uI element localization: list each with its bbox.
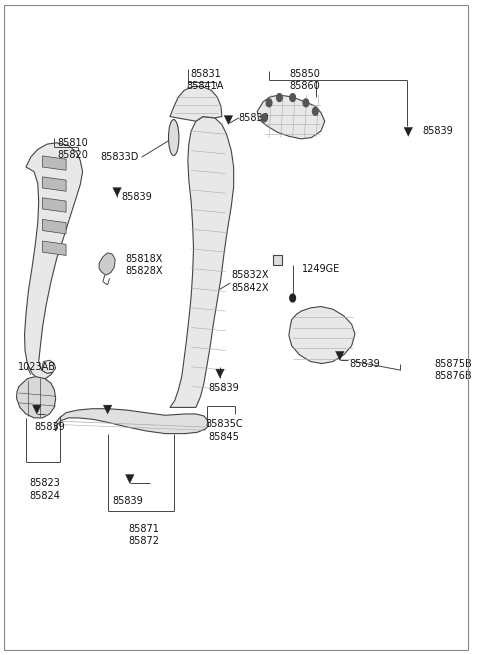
Text: 85839: 85839 xyxy=(349,358,380,369)
Polygon shape xyxy=(170,117,234,407)
Polygon shape xyxy=(16,377,56,418)
Polygon shape xyxy=(126,474,134,483)
Text: 85839: 85839 xyxy=(209,383,240,393)
Text: 1249GE: 1249GE xyxy=(302,263,340,274)
Text: 85839: 85839 xyxy=(122,191,153,202)
Text: 85850
85860: 85850 85860 xyxy=(289,69,320,91)
Ellipse shape xyxy=(168,119,179,155)
Circle shape xyxy=(266,99,272,107)
Circle shape xyxy=(262,114,267,122)
Circle shape xyxy=(312,107,318,115)
Circle shape xyxy=(303,99,309,107)
Polygon shape xyxy=(170,86,222,121)
Polygon shape xyxy=(273,255,282,265)
Polygon shape xyxy=(103,405,112,414)
Polygon shape xyxy=(113,188,121,196)
Text: 85832X
85842X: 85832X 85842X xyxy=(231,271,269,293)
Circle shape xyxy=(290,294,296,302)
Polygon shape xyxy=(257,95,325,139)
Polygon shape xyxy=(43,177,66,191)
Polygon shape xyxy=(216,369,224,378)
Text: 85839: 85839 xyxy=(422,126,453,136)
Polygon shape xyxy=(289,307,355,364)
Polygon shape xyxy=(24,143,83,379)
Text: 85831
85841A: 85831 85841A xyxy=(187,69,224,91)
Polygon shape xyxy=(33,405,41,414)
Text: 85839: 85839 xyxy=(34,422,65,432)
Text: 85810
85820: 85810 85820 xyxy=(58,138,89,160)
Polygon shape xyxy=(224,115,233,124)
Text: 1023AB: 1023AB xyxy=(18,362,56,372)
Polygon shape xyxy=(43,156,66,170)
Text: 85871
85872: 85871 85872 xyxy=(129,524,159,546)
Text: 85823
85824: 85823 85824 xyxy=(29,478,60,500)
Polygon shape xyxy=(404,128,412,136)
Text: 85818X
85828X: 85818X 85828X xyxy=(125,254,163,276)
Polygon shape xyxy=(43,198,66,212)
Text: 85839: 85839 xyxy=(112,496,143,506)
Text: 85839: 85839 xyxy=(239,113,269,123)
Polygon shape xyxy=(336,351,344,360)
Circle shape xyxy=(276,94,282,102)
Text: 85835C
85845: 85835C 85845 xyxy=(205,419,243,441)
Polygon shape xyxy=(54,409,209,434)
Text: 85875B
85876B: 85875B 85876B xyxy=(434,359,472,381)
Polygon shape xyxy=(99,253,115,275)
Polygon shape xyxy=(43,241,66,255)
Circle shape xyxy=(290,94,296,102)
Polygon shape xyxy=(42,360,56,373)
Polygon shape xyxy=(43,219,66,234)
Text: 85833D: 85833D xyxy=(101,152,139,162)
